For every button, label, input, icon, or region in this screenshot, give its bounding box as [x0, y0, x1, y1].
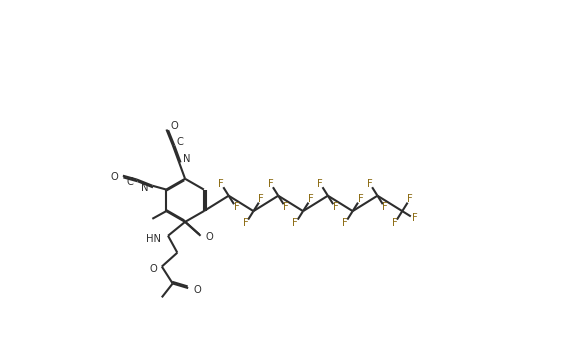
- Text: F: F: [333, 202, 338, 212]
- Text: F: F: [342, 218, 348, 228]
- Text: O: O: [171, 121, 178, 131]
- Text: F: F: [412, 213, 418, 223]
- Text: N: N: [183, 154, 190, 164]
- Text: F: F: [292, 218, 298, 228]
- Text: F: F: [382, 202, 388, 212]
- Text: F: F: [358, 194, 363, 204]
- Text: F: F: [392, 218, 397, 228]
- Text: F: F: [317, 179, 323, 189]
- Text: C: C: [177, 137, 184, 147]
- Text: O: O: [149, 264, 157, 274]
- Text: F: F: [243, 218, 248, 228]
- Text: O: O: [194, 285, 202, 295]
- Text: O: O: [110, 172, 118, 182]
- Text: F: F: [367, 179, 373, 189]
- Text: F: F: [234, 202, 239, 212]
- Text: C: C: [126, 177, 133, 187]
- Text: N: N: [141, 183, 149, 193]
- Text: HN: HN: [146, 234, 161, 244]
- Text: F: F: [283, 202, 289, 212]
- Text: F: F: [407, 194, 413, 204]
- Text: F: F: [308, 194, 314, 204]
- Text: F: F: [258, 194, 264, 204]
- Text: O: O: [206, 232, 214, 242]
- Text: F: F: [267, 179, 274, 189]
- Text: F: F: [218, 179, 224, 189]
